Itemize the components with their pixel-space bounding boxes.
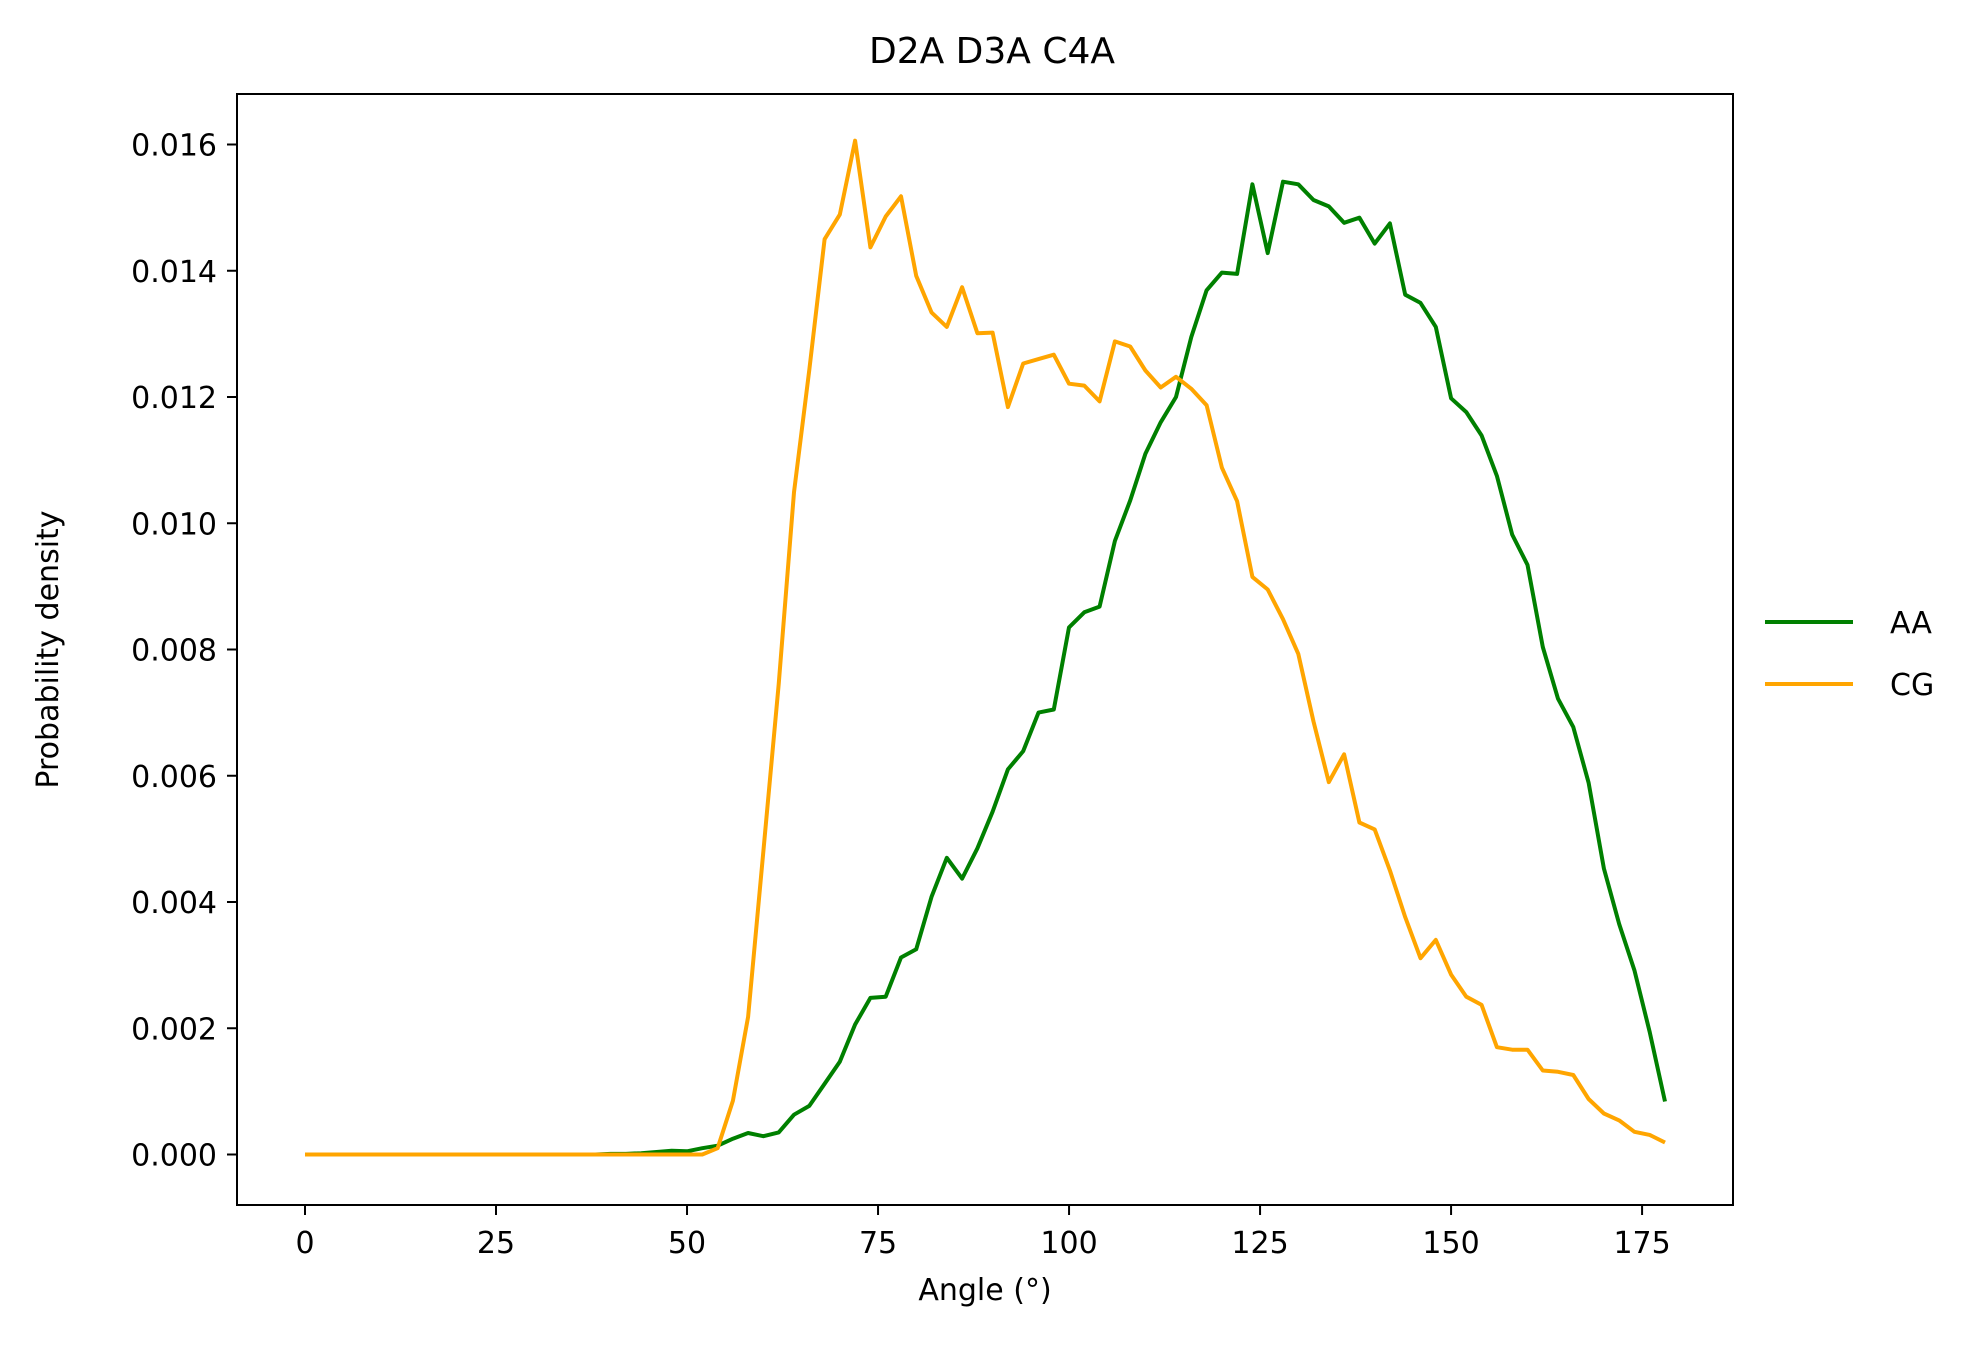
- series-line-aa: [305, 179, 1667, 1157]
- x-tick-label: 50: [668, 1226, 706, 1261]
- x-tick-label: 75: [859, 1226, 897, 1261]
- x-tick-label: 25: [477, 1226, 515, 1261]
- y-axis-label: Probability density: [31, 510, 66, 788]
- axis-ticks: 0 25 50 75 100 125 150 175 0.000 0.002 0.004 0.006 0…: [131, 129, 1671, 1262]
- x-tick-label: 125: [1231, 1226, 1288, 1261]
- y-tick-label: 0.014: [131, 255, 217, 290]
- y-tick-label: 0.004: [131, 886, 217, 921]
- legend-label-aa: AA: [1890, 606, 1932, 641]
- y-tick-label: 0.006: [131, 760, 217, 795]
- x-axis-label: Angle (°): [918, 1273, 1051, 1308]
- y-tick-label: 0.008: [131, 634, 217, 669]
- y-tick-label: 0.002: [131, 1012, 217, 1047]
- y-tick-label: 0.016: [131, 129, 217, 164]
- y-tick-label: 0.000: [131, 1139, 217, 1174]
- series-line-cg: [305, 138, 1666, 1157]
- legend-label-cg: CG: [1890, 668, 1934, 703]
- x-tick-label: 175: [1613, 1226, 1670, 1261]
- x-tick-label: 100: [1040, 1226, 1097, 1261]
- series-layer: [305, 138, 1667, 1157]
- x-tick-label: 150: [1422, 1226, 1479, 1261]
- legend: AA CG: [1765, 606, 1934, 703]
- chart-title: D2A D3A C4A: [869, 31, 1115, 72]
- y-tick-label: 0.012: [131, 381, 217, 416]
- x-tick-label: 0: [295, 1226, 314, 1261]
- y-tick-label: 0.010: [131, 507, 217, 542]
- plot-frame: [236, 93, 1734, 1206]
